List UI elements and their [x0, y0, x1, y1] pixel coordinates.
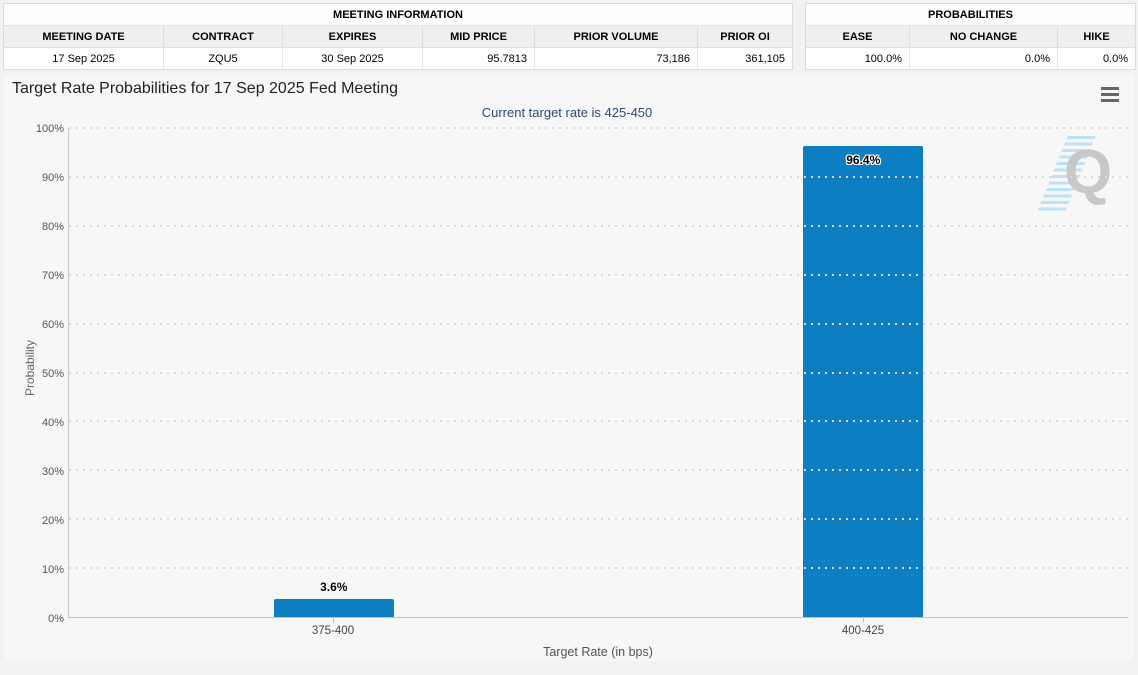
y-axis: 0% 10% 20% 30% 40% 50% 60% 70% 80% 90% 100%	[4, 123, 64, 625]
hamburger-menu-icon	[1101, 86, 1119, 90]
y-axis-tick-label: 20%	[41, 515, 64, 527]
probabilities-title: PROBABILITIES	[805, 3, 1136, 26]
plot-area: Q 3.6% 96.4%	[68, 127, 1128, 618]
category-slot: 3.6%	[69, 128, 599, 617]
bars-row: 3.6% 96.4%	[69, 128, 1128, 617]
meeting-information-table: MEETING INFORMATION MEETING DATE CONTRAC…	[3, 3, 794, 70]
col-hike: HIKE	[1057, 25, 1136, 48]
no-change-value: 0.0%	[909, 47, 1058, 70]
y-axis-tick-label: 60%	[41, 319, 64, 331]
y-axis-tick-label: 10%	[41, 564, 64, 576]
chart-subtitle: Current target rate is 425-450	[481, 105, 653, 120]
probabilities-row: 100.0% 0.0% 0.0%	[805, 47, 1136, 70]
probability-bar[interactable]	[273, 599, 394, 617]
y-axis-tick-label: 70%	[41, 270, 64, 282]
col-no-change: NO CHANGE	[909, 25, 1058, 48]
y-axis-tick-label: 90%	[41, 172, 64, 184]
gridline	[69, 127, 1128, 129]
x-axis-title: Target Rate (in bps)	[543, 645, 653, 659]
target-rate-probabilities-chart: Target Rate Probabilities for 17 Sep 202…	[4, 75, 1134, 661]
x-axis-label: 400-425	[841, 625, 885, 637]
chart-context-menu-button[interactable]	[1098, 83, 1122, 105]
gridline	[69, 469, 1128, 472]
category-slot: 96.4%	[599, 128, 1129, 617]
gridline	[69, 322, 1128, 325]
x-axis-tick	[863, 618, 864, 623]
y-axis-tick-label: 50%	[41, 368, 64, 380]
col-prior-volume: PRIOR VOLUME	[534, 25, 698, 48]
y-axis-tick-label: 40%	[41, 417, 64, 429]
meeting-information-row: 17 Sep 2025 ZQU5 30 Sep 2025 95.7813 73,…	[3, 47, 793, 70]
probabilities-table: PROBABILITIES EASE NO CHANGE HIKE 100.0%…	[805, 3, 1137, 70]
ease-value: 100.0%	[805, 47, 910, 70]
x-axis-labels: 375-400 400-425	[68, 618, 1128, 644]
col-mid-price: MID PRICE	[422, 25, 535, 48]
meeting-information-title: MEETING INFORMATION	[3, 3, 793, 26]
x-axis-tick	[333, 618, 334, 623]
col-meeting-date: MEETING DATE	[3, 25, 164, 48]
gridline	[69, 273, 1128, 276]
y-axis-tick-label: 30%	[41, 466, 64, 478]
bar-value-label: 96.4%	[846, 152, 881, 167]
y-axis-tick-label: 80%	[41, 221, 64, 233]
gridline	[69, 175, 1128, 178]
x-axis-label: 375-400	[311, 625, 355, 637]
col-ease: EASE	[805, 25, 910, 48]
contract-value: ZQU5	[163, 47, 283, 70]
gridline	[69, 420, 1128, 423]
probability-bar[interactable]	[803, 145, 924, 617]
prior-oi-value: 361,105	[697, 47, 793, 70]
mid-price-value: 95.7813	[422, 47, 535, 70]
col-contract: CONTRACT	[163, 25, 283, 48]
gridline	[69, 518, 1128, 521]
col-expires: EXPIRES	[282, 25, 423, 48]
gridline	[69, 567, 1128, 570]
gridline	[69, 371, 1128, 374]
bar-value-label: 3.6%	[320, 580, 348, 595]
meeting-date-value: 17 Sep 2025	[3, 47, 164, 70]
hamburger-menu-icon	[1101, 98, 1119, 102]
prior-volume-value: 73,186	[534, 47, 698, 70]
y-axis-tick-label: 0%	[48, 613, 64, 625]
y-axis-tick-label: 100%	[35, 123, 64, 135]
expires-value: 30 Sep 2025	[282, 47, 423, 70]
x-axis-category: 400-425	[598, 618, 1128, 644]
chart-title: Target Rate Probabilities for 17 Sep 202…	[12, 80, 399, 97]
x-axis-category: 375-400	[68, 618, 598, 644]
hamburger-menu-icon	[1101, 92, 1119, 96]
hike-value: 0.0%	[1057, 47, 1136, 70]
gridline	[69, 224, 1128, 227]
col-prior-oi: PRIOR OI	[697, 25, 793, 48]
